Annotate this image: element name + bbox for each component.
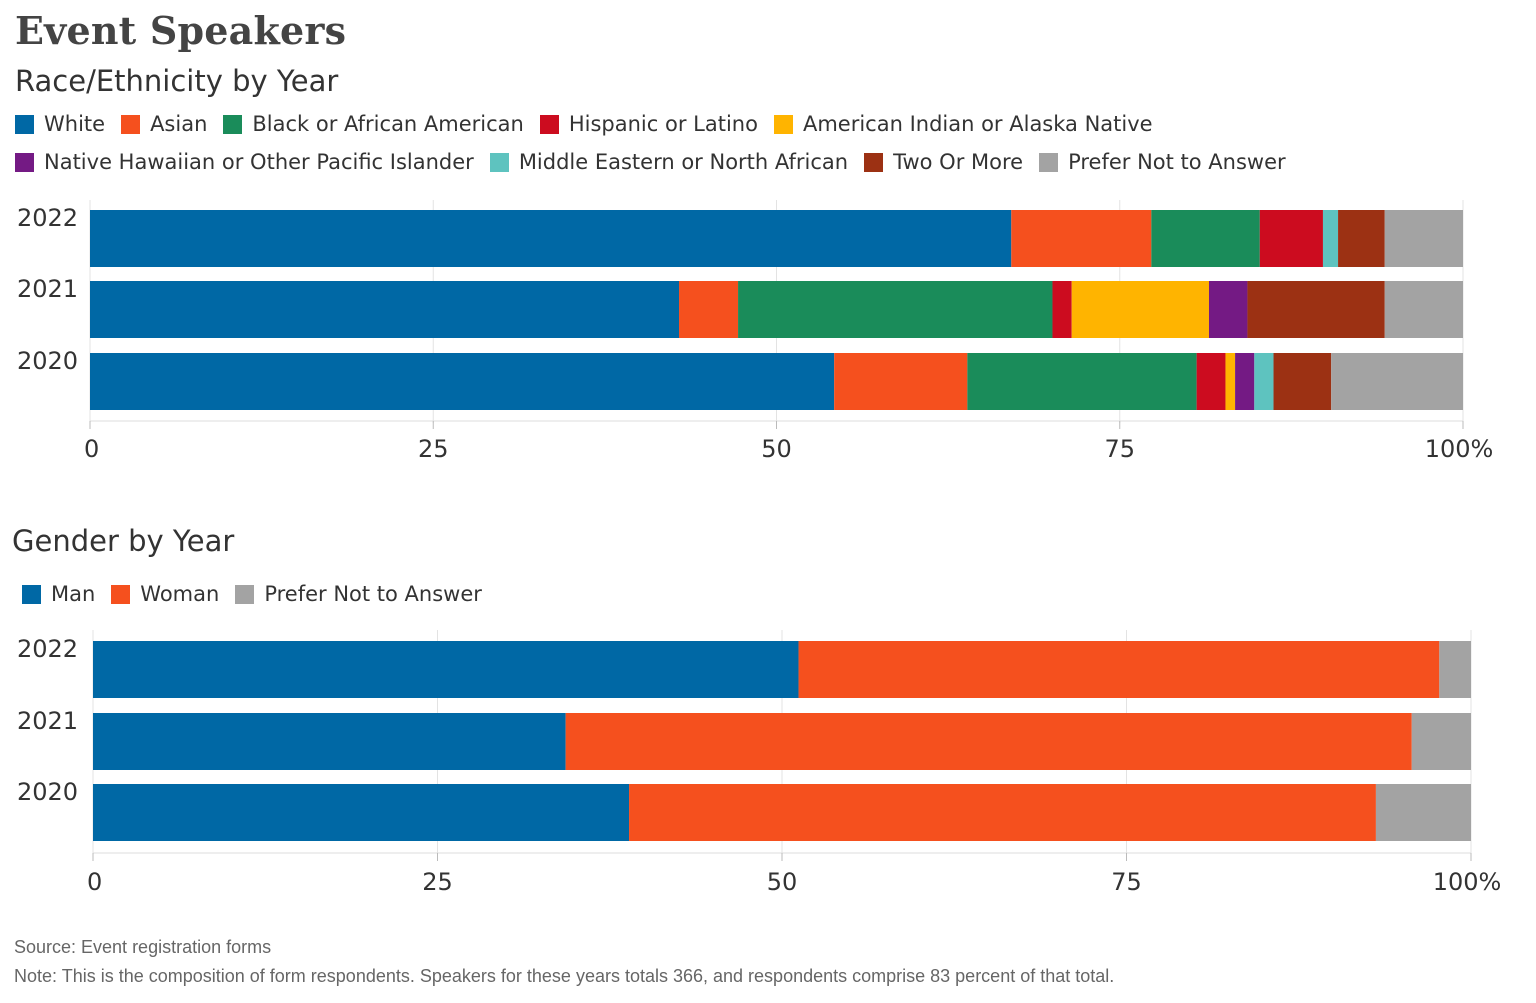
legend-item-man: Man: [22, 575, 95, 613]
bar-2021-american-indian-or-alaska-native: [1071, 281, 1209, 338]
legend-item-hispanic-or-latino: Hispanic or Latino: [539, 105, 758, 143]
legend-swatch: [111, 584, 131, 604]
race-chart: 2022 2021 2020 0 25 50 75 100%: [17, 200, 1494, 463]
x-tick-label: 25: [418, 435, 449, 463]
bar-2021-two-or-more: [1247, 281, 1385, 338]
bar-2021-white: [90, 281, 680, 338]
legend-item-prefer-not-to-answer: Prefer Not to Answer: [235, 575, 482, 613]
bar-2022-two-or-more: [1338, 210, 1385, 267]
category-label-2022: 2022: [17, 204, 78, 232]
category-label-2021: 2021: [17, 275, 78, 303]
bar-2022-woman: [798, 641, 1440, 698]
legend-swatch: [235, 584, 255, 604]
legend-label: White: [44, 112, 106, 136]
bar-2022-hispanic-or-latino: [1259, 210, 1323, 267]
legend-item-white: White: [15, 105, 105, 143]
bar-2021-native-hawaiian-or-other-pacific-islander: [1208, 281, 1248, 338]
legend-swatch: [121, 114, 141, 134]
footnote: Note: This is the composition of form re…: [14, 966, 1115, 986]
legend-item-middle-eastern-or-north-african: Middle Eastern or North African: [489, 143, 849, 181]
category-label-2022: 2022: [17, 635, 78, 663]
race-legend: White Asian Black or African American Hispa…: [15, 105, 1302, 181]
legend-item-american-indian-or-alaska-native: American Indian or Alaska Native: [773, 105, 1153, 143]
legend-swatch: [223, 114, 243, 134]
legend-label: American Indian or Alaska Native: [802, 112, 1153, 136]
bar-2022-black-or-african-american: [1151, 210, 1260, 267]
legend-swatch: [22, 584, 41, 604]
bar-2020-woman: [629, 784, 1376, 841]
legend-swatch: [773, 114, 793, 134]
bar-2022-middle-eastern-or-north-african: [1322, 210, 1339, 267]
bar-2022-prefer-not-to-answer: [1384, 210, 1463, 267]
x-tick-label: 100%: [1433, 868, 1502, 896]
category-label-2021: 2021: [17, 707, 78, 735]
bar-2021-asian: [679, 281, 739, 338]
x-tick-label: 25: [422, 868, 453, 896]
bar-2022-man: [93, 641, 799, 698]
legend-label: Prefer Not to Answer: [264, 582, 482, 606]
x-tick-label: 50: [761, 435, 792, 463]
bar-2021-prefer-not-to-answer: [1384, 281, 1463, 338]
legend-row: White Asian Black or African American Hispa…: [15, 105, 1302, 143]
legend-swatch: [15, 114, 34, 134]
bar-2020-american-indian-or-alaska-native: [1225, 353, 1236, 410]
legend-row: Native Hawaiian or Other Pacific Islande…: [15, 143, 1302, 181]
x-tick-label: 75: [1104, 435, 1135, 463]
x-tick-label: 0: [84, 435, 99, 463]
gender-chart: 2022 2021 2020 0 25 50 75 100%: [17, 630, 1502, 896]
bar-2022-asian: [1011, 210, 1152, 267]
legend-label: Hispanic or Latino: [568, 112, 758, 136]
x-tick-label: 100%: [1425, 435, 1494, 463]
legend-label: Middle Eastern or North African: [518, 150, 849, 174]
bar-2022-white: [90, 210, 1012, 267]
legend-item-asian: Asian: [121, 105, 207, 143]
legend-item-woman: Woman: [111, 575, 219, 613]
race-chart-title: Race/Ethnicity by Year: [15, 64, 339, 98]
legend-label: Woman: [140, 582, 220, 606]
legend-label: Asian: [150, 112, 208, 136]
x-tick-label: 50: [767, 868, 798, 896]
gender-chart-title: Gender by Year: [12, 524, 235, 558]
source-note: Source: Event registration forms: [14, 937, 272, 957]
category-label-2020: 2020: [17, 778, 78, 806]
page-title: Event Speakers: [15, 8, 347, 53]
legend-swatch: [15, 152, 34, 172]
bar-2020-prefer-not-to-answer: [1331, 353, 1463, 410]
bar-2020-hispanic-or-latino: [1196, 353, 1226, 410]
legend-swatch: [539, 114, 559, 134]
legend-label: Prefer Not to Answer: [1068, 150, 1286, 174]
bar-2020-middle-eastern-or-north-african: [1254, 353, 1274, 410]
legend-swatch: [489, 152, 509, 172]
bar-2020-native-hawaiian-or-other-pacific-islander: [1235, 353, 1255, 410]
legend-item-black-or-african-american: Black or African American: [223, 105, 524, 143]
legend-label: Two Or More: [893, 150, 1024, 174]
legend-row: Man Woman Prefer Not to Answer: [22, 575, 498, 613]
bar-2020-prefer-not-to-answer: [1375, 784, 1471, 841]
bar-2020-white: [90, 353, 835, 410]
bar-2020-asian: [834, 353, 968, 410]
bar-2021-prefer-not-to-answer: [1411, 713, 1471, 770]
legend-item-prefer-not-to-answer: Prefer Not to Answer: [1039, 143, 1286, 181]
legend-swatch: [1039, 152, 1059, 172]
category-label-2020: 2020: [17, 347, 78, 375]
gender-legend: Man Woman Prefer Not to Answer: [22, 575, 498, 613]
bar-2021-man: [93, 713, 566, 770]
legend-swatch: [864, 152, 884, 172]
bar-2021-black-or-african-american: [738, 281, 1053, 338]
bar-2021-hispanic-or-latino: [1052, 281, 1072, 338]
legend-item-native-hawaiian-or-other-pacific-islander: Native Hawaiian or Other Pacific Islande…: [15, 143, 474, 181]
bar-2020-black-or-african-american: [967, 353, 1197, 410]
x-tick-label: 75: [1111, 868, 1142, 896]
legend-label: Black or African American: [252, 112, 524, 136]
bar-2020-two-or-more: [1273, 353, 1332, 410]
bar-2020-man: [93, 784, 630, 841]
bar-2021-woman: [565, 713, 1412, 770]
x-tick-label: 0: [87, 868, 102, 896]
legend-item-two-or-more: Two Or More: [864, 143, 1023, 181]
legend-label: Man: [51, 582, 96, 606]
legend-label: Native Hawaiian or Other Pacific Islande…: [44, 150, 474, 174]
bar-2022-prefer-not-to-answer: [1439, 641, 1471, 698]
